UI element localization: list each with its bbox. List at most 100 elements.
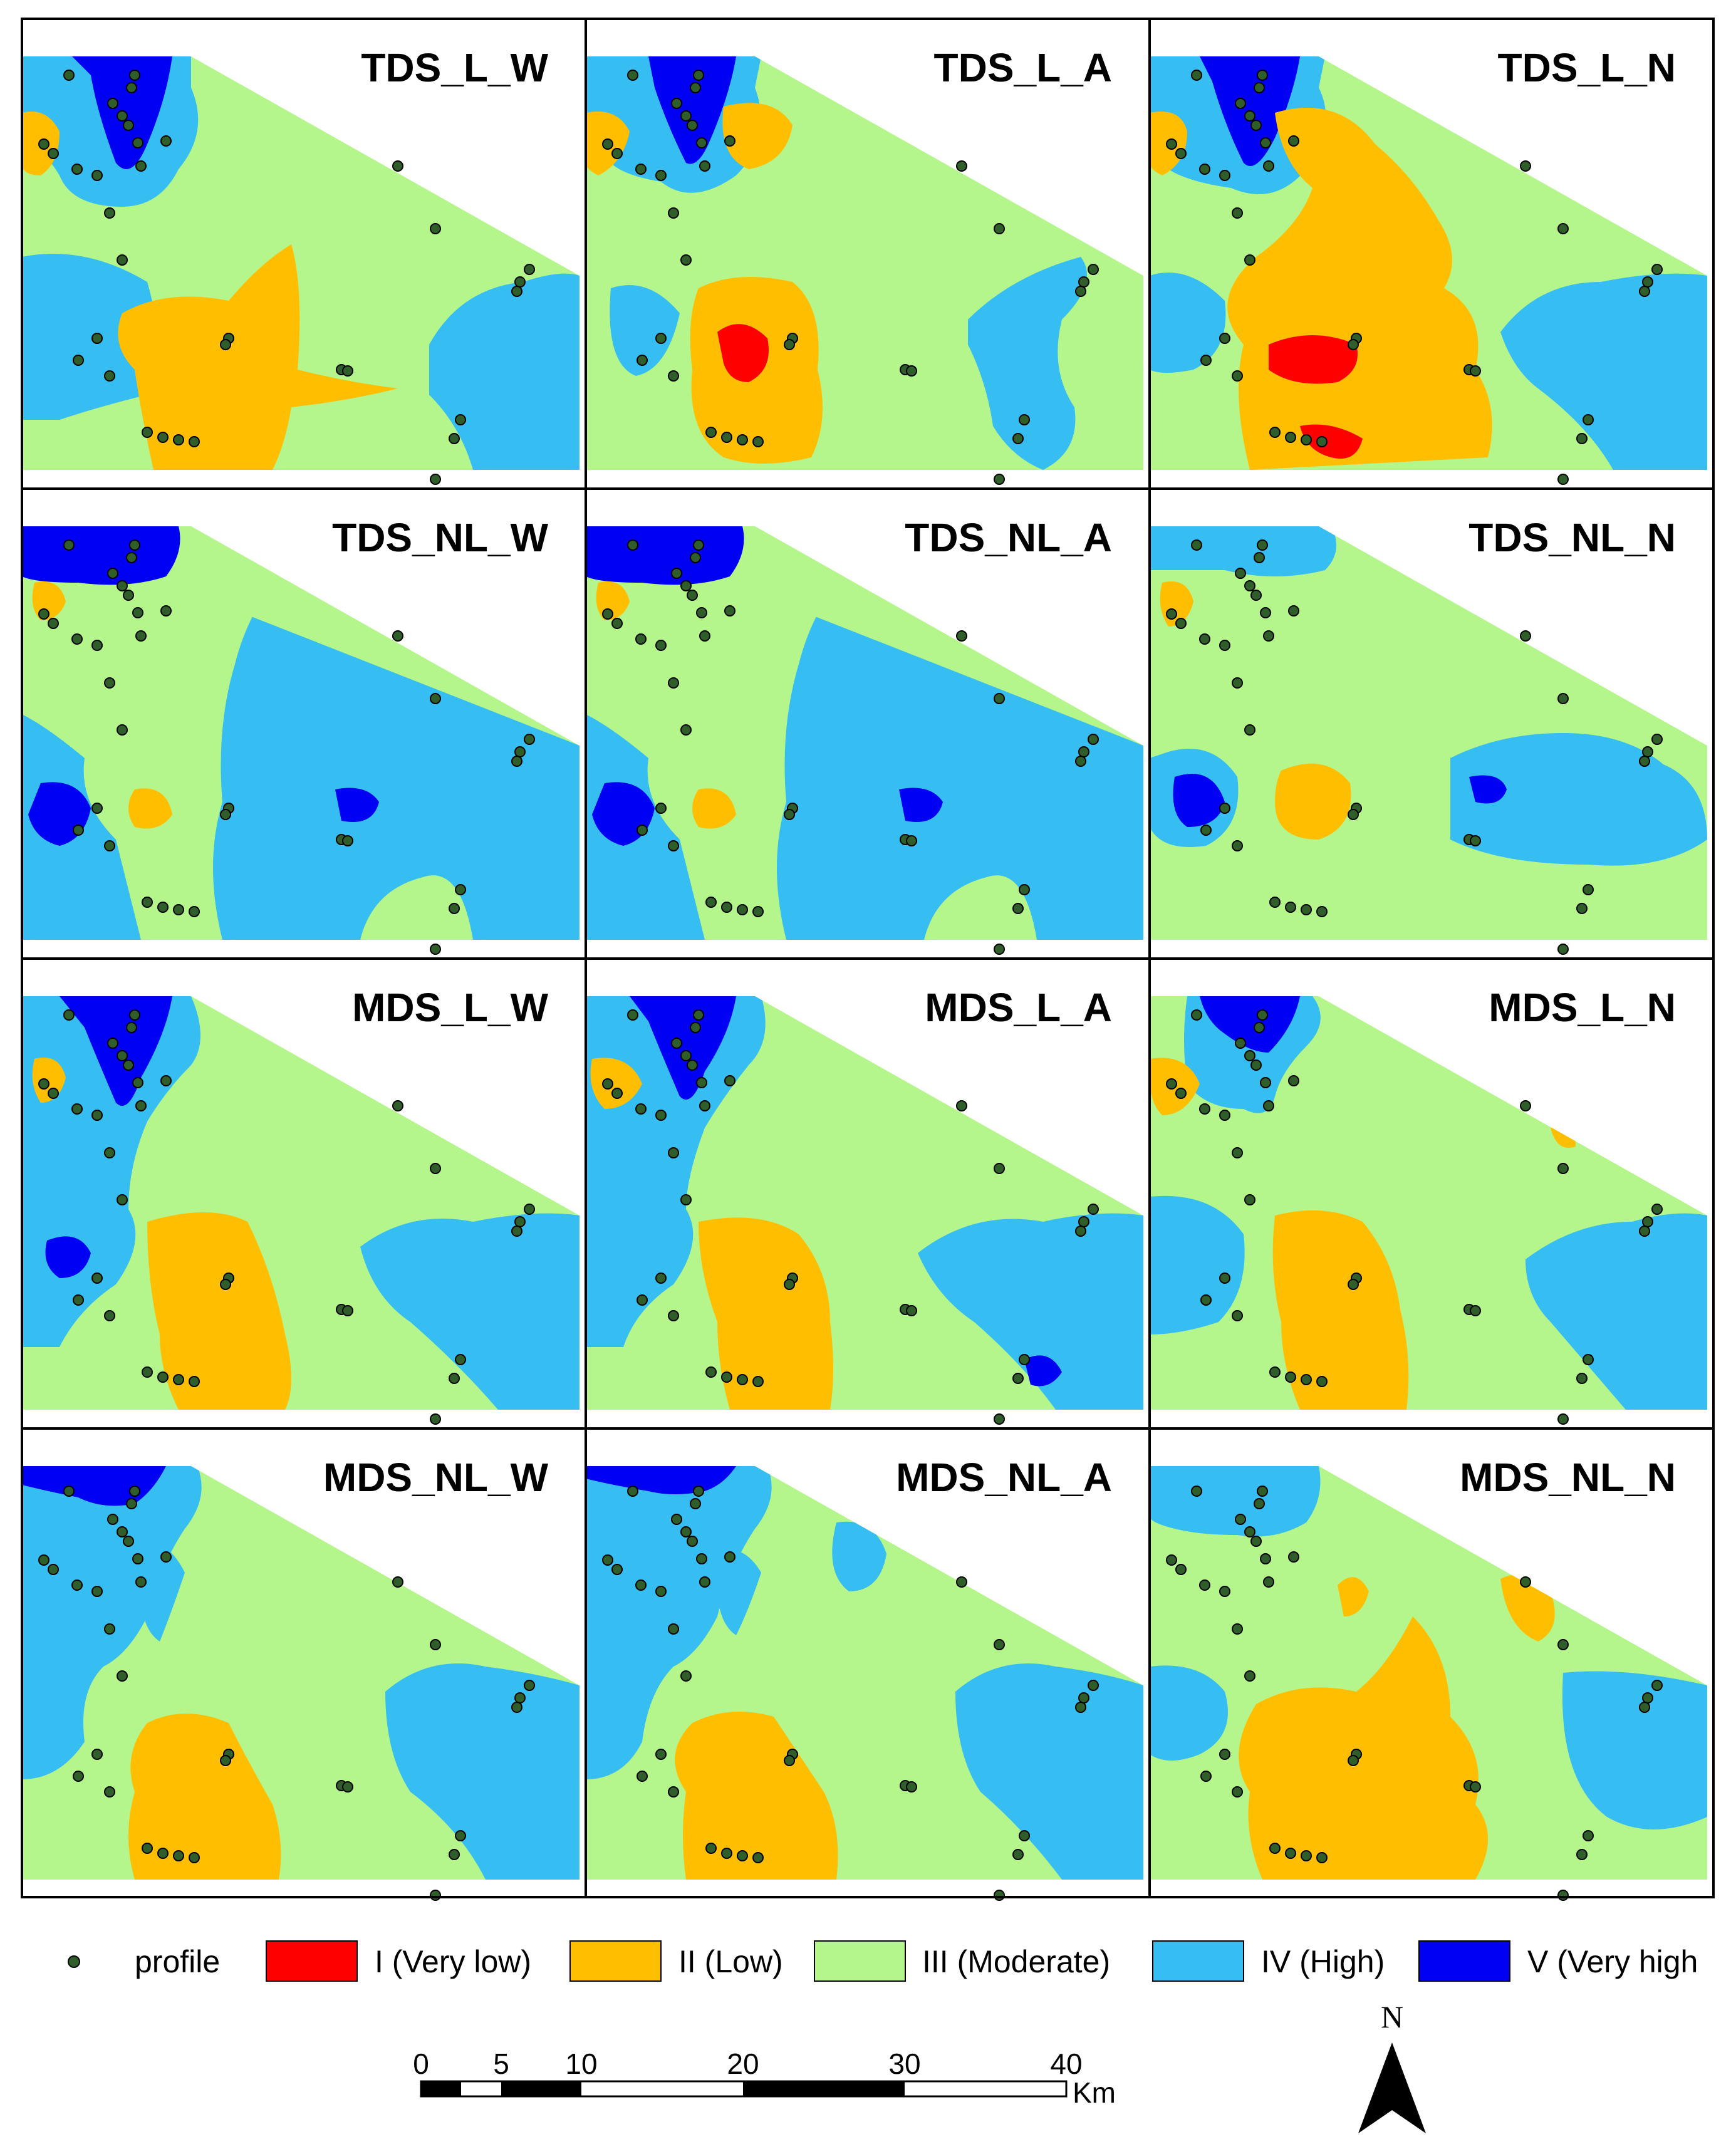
profile-point bbox=[1012, 903, 1024, 914]
profile-point bbox=[1254, 1498, 1265, 1509]
scale-tick-10: 10 bbox=[565, 2048, 597, 2080]
legend-label-class-2: II (Low) bbox=[678, 1944, 783, 1979]
profile-point bbox=[392, 630, 403, 642]
profile-point bbox=[994, 1639, 1005, 1650]
profile-point bbox=[680, 110, 692, 122]
class-IV-zone bbox=[1150, 1195, 1245, 1335]
legend-label-class-4: IV (High) bbox=[1261, 1944, 1385, 1979]
profile-point bbox=[690, 82, 701, 93]
profile-point bbox=[994, 474, 1005, 485]
profile-point bbox=[63, 1009, 75, 1021]
profile-point bbox=[1557, 1890, 1569, 1901]
profile-point bbox=[1520, 1100, 1531, 1111]
panel-title: TDS_NL_W bbox=[332, 515, 549, 560]
profile-point bbox=[696, 607, 707, 618]
profile-point bbox=[752, 1852, 764, 1863]
profile-point bbox=[690, 1022, 701, 1033]
profile-point bbox=[637, 1771, 648, 1782]
profile-point bbox=[1348, 1755, 1359, 1766]
profile-point bbox=[611, 618, 623, 629]
profile-point bbox=[611, 1088, 623, 1099]
legend-swatch-class-2 bbox=[569, 1940, 662, 1982]
profile-point bbox=[680, 1050, 692, 1061]
profile-point bbox=[1520, 630, 1531, 642]
legend-swatch-class-1 bbox=[266, 1940, 358, 1982]
profile-point bbox=[1557, 474, 1569, 485]
class-V-zone bbox=[1173, 774, 1225, 827]
profile-point bbox=[1219, 170, 1230, 181]
profile-point bbox=[1520, 1576, 1531, 1588]
profile-point bbox=[687, 1059, 698, 1071]
profile-point bbox=[1232, 1786, 1243, 1798]
profile-point bbox=[135, 1576, 147, 1588]
profile-point bbox=[1557, 944, 1569, 955]
profile-point bbox=[655, 333, 667, 344]
profile-point bbox=[1078, 1216, 1089, 1227]
profile-point bbox=[132, 1553, 143, 1564]
profile-point bbox=[104, 840, 115, 851]
legend-profile-label: profile bbox=[135, 1944, 220, 1979]
profile-point bbox=[1244, 1050, 1255, 1061]
profile-point bbox=[220, 1755, 231, 1766]
legend-label-class-3: III (Moderate) bbox=[922, 1944, 1110, 1979]
profile-point bbox=[1219, 1110, 1230, 1121]
profile-point bbox=[1254, 1022, 1265, 1033]
profile-point bbox=[1348, 809, 1359, 820]
profile-point bbox=[160, 1075, 172, 1086]
map-panels: TDS_L_W TDS_L_A TDS_L_N TDS_NL_W TDS_NL_A TDS… bbox=[22, 45, 1707, 1901]
profile-point bbox=[132, 1077, 143, 1088]
profile-point bbox=[724, 135, 735, 147]
profile-point bbox=[63, 70, 75, 81]
profile-point bbox=[38, 608, 49, 620]
profile-point bbox=[784, 809, 795, 820]
profile-point bbox=[1078, 276, 1089, 288]
profile-point bbox=[721, 432, 732, 443]
profile-point bbox=[449, 433, 460, 444]
profile-point bbox=[129, 70, 140, 81]
profile-point bbox=[635, 1103, 647, 1115]
profile-point bbox=[524, 264, 535, 275]
profile-point bbox=[173, 1374, 184, 1385]
profile-point bbox=[220, 809, 231, 820]
profile-point bbox=[680, 580, 692, 591]
profile-point bbox=[1263, 1576, 1274, 1588]
profile-point bbox=[671, 1514, 682, 1525]
profile-point bbox=[117, 254, 128, 266]
profile-point bbox=[1269, 1366, 1281, 1378]
class-IV-zone bbox=[1150, 1665, 1228, 1761]
class-V-zone bbox=[45, 1236, 91, 1278]
class-II-zone bbox=[692, 788, 736, 829]
class-IV-zone bbox=[717, 1550, 761, 1635]
profile-point bbox=[392, 160, 403, 172]
profile-point bbox=[668, 207, 679, 219]
profile-point bbox=[1288, 605, 1299, 617]
profile-point bbox=[724, 1075, 735, 1086]
profile-point bbox=[1642, 746, 1653, 757]
profile-point bbox=[1219, 1586, 1230, 1597]
profile-point bbox=[126, 82, 137, 93]
profile-point bbox=[126, 1498, 137, 1509]
profile-point bbox=[1651, 1204, 1663, 1215]
class-II-zone bbox=[1275, 763, 1351, 840]
profile-point bbox=[430, 1890, 441, 1901]
profile-point bbox=[1257, 539, 1268, 551]
profile-point bbox=[1075, 286, 1086, 297]
profile-point bbox=[635, 633, 647, 645]
class-V-zone bbox=[1024, 1355, 1062, 1387]
profile-point bbox=[906, 365, 917, 377]
profile-point bbox=[71, 633, 83, 645]
profile-point bbox=[430, 1639, 441, 1650]
profile-point bbox=[1075, 1225, 1086, 1237]
profile-point bbox=[1175, 618, 1187, 629]
profile-point bbox=[699, 1576, 710, 1588]
profile-point bbox=[690, 1498, 701, 1509]
class-IV-zone bbox=[1150, 273, 1226, 373]
profile-point bbox=[1651, 734, 1663, 745]
class-II-zone bbox=[1338, 1577, 1369, 1616]
map-panel: TDS_NL_A bbox=[586, 515, 1143, 955]
class-V-zone bbox=[586, 526, 744, 585]
profile-point bbox=[721, 1371, 732, 1383]
profile-point bbox=[220, 339, 231, 350]
profile-point bbox=[637, 1294, 648, 1306]
